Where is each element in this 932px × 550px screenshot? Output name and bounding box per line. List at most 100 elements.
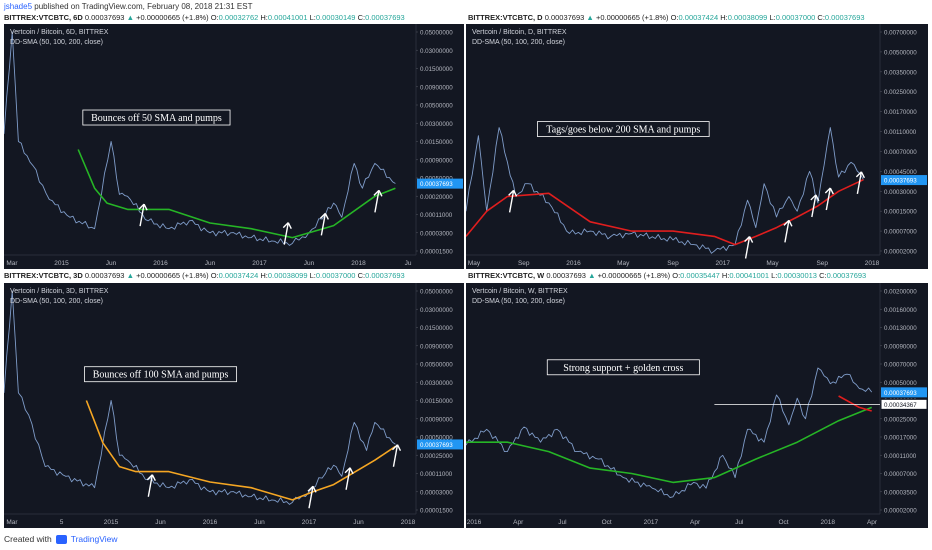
last-price: 0.00037693 bbox=[84, 271, 125, 280]
last-price-marker-label: 0.00037693 bbox=[884, 178, 917, 185]
arrow-head bbox=[319, 212, 329, 220]
y-tick-label: 0.00150000 bbox=[420, 139, 453, 146]
last-price-marker-label: 0.00037693 bbox=[420, 442, 453, 449]
high-value: 0.00038099 bbox=[727, 13, 768, 22]
y-tick-label: 0.00003000 bbox=[420, 230, 453, 237]
x-tick-label: 2015 bbox=[104, 519, 119, 526]
y-tick-label: 0.00030000 bbox=[884, 189, 917, 196]
y-tick-label: 0.00050000 bbox=[420, 435, 453, 442]
x-tick-label: Ju bbox=[405, 260, 412, 267]
x-tick-label: May bbox=[766, 260, 779, 267]
arrow-up-icon bbox=[855, 171, 865, 194]
x-tick-label: 2018 bbox=[865, 260, 880, 267]
y-tick-label: 0.00700000 bbox=[884, 30, 917, 37]
annotation-box[interactable]: Bounces off 50 SMA and pumps bbox=[82, 109, 231, 126]
x-tick-label: Apr bbox=[867, 519, 878, 526]
chart-panel-3d[interactable]: 0.05000000 0.03000000 0.01500000 0.00900000… bbox=[4, 283, 464, 528]
x-tick-label: 5 bbox=[60, 519, 64, 526]
annotation-box[interactable]: Strong support + golden cross bbox=[546, 359, 700, 376]
x-tick-label: 2016 bbox=[467, 519, 482, 526]
y-tick-label: 0.00150000 bbox=[420, 398, 453, 405]
arrow-shaft bbox=[744, 236, 751, 259]
x-tick-label: Jun bbox=[353, 519, 364, 526]
chart-svg[interactable]: 0.00200000 0.00160000 0.00130000 0.00090000… bbox=[466, 283, 928, 528]
x-tick-label: 2017 bbox=[302, 519, 317, 526]
chart-title: Vertcoin / Bitcoin, 6D, BITTREX bbox=[10, 29, 109, 36]
panel-header-6d: BITTREX:VTCBTC, 6D 0.00037693 ▲ +0.00000… bbox=[4, 13, 405, 22]
chart-title: Vertcoin / Bitcoin, 3D, BITTREX bbox=[10, 288, 109, 295]
x-tick-label: May bbox=[468, 260, 481, 267]
close-value: 0.00037693 bbox=[824, 13, 865, 22]
close-value: 0.00037693 bbox=[826, 271, 867, 280]
y-tick-label: 0.00007000 bbox=[884, 471, 917, 478]
arrow-shaft bbox=[856, 171, 863, 194]
arrow-head bbox=[783, 219, 793, 227]
price-line bbox=[466, 127, 864, 254]
open-value: 0.00035447 bbox=[680, 271, 720, 280]
close-value: 0.00037693 bbox=[365, 13, 405, 22]
arrow-shaft bbox=[147, 474, 154, 497]
low-value: 0.00037000 bbox=[315, 271, 356, 280]
chart-panel-6d[interactable]: 0.05000000 0.03000000 0.01500000 0.00900000… bbox=[4, 24, 464, 269]
arrow-head bbox=[138, 203, 148, 211]
chart-title: Vertcoin / Bitcoin, W, BITTREX bbox=[472, 288, 568, 295]
arrow-head bbox=[146, 474, 156, 482]
annotation-border bbox=[537, 121, 710, 137]
y-axis[interactable]: 0.00700000 0.00500000 0.00350000 0.00250000… bbox=[879, 24, 928, 269]
y-tick-label: 0.00500000 bbox=[884, 49, 917, 56]
y-tick-label: 0.00002000 bbox=[884, 249, 917, 256]
x-tick-label: Sep bbox=[816, 260, 828, 267]
low-value: 0.00037000 bbox=[775, 13, 816, 22]
chart-svg[interactable]: 0.05000000 0.03000000 0.01500000 0.00900000… bbox=[4, 24, 464, 269]
annotation-border bbox=[84, 366, 238, 383]
author-link[interactable]: jshade5 bbox=[4, 2, 33, 11]
y-tick-label: 0.00090000 bbox=[420, 416, 453, 423]
x-tick-label: Jun bbox=[304, 260, 315, 267]
y-tick-label: 0.00200000 bbox=[884, 289, 917, 296]
open-value: 0.00037424 bbox=[678, 13, 719, 22]
arrow-up-icon bbox=[307, 485, 317, 509]
chart-svg[interactable]: 0.00700000 0.00500000 0.00350000 0.00250000… bbox=[466, 24, 928, 269]
annotation-box[interactable]: Tags/goes below 200 SMA and pumps bbox=[537, 121, 710, 137]
x-tick-label: 2018 bbox=[401, 519, 416, 526]
chart-panel-d[interactable]: 0.00700000 0.00500000 0.00350000 0.00250000… bbox=[466, 24, 928, 269]
arrow-head bbox=[282, 222, 292, 229]
price-line bbox=[466, 367, 873, 498]
symbol-label: BITTREX:VTCBTC, 3D bbox=[4, 271, 83, 280]
y-tick-label: 0.00160000 bbox=[884, 307, 917, 314]
arrow-up-icon bbox=[138, 203, 148, 227]
y-tick-label: 0.00011000 bbox=[884, 453, 917, 460]
last-price-marker-label: 0.00037693 bbox=[884, 390, 917, 397]
indicator-label: DD-SMA (50, 100, 200, close) bbox=[472, 39, 565, 46]
y-axis[interactable]: 0.05000000 0.03000000 0.01500000 0.00900000… bbox=[415, 24, 464, 269]
arrow-shaft bbox=[508, 190, 515, 213]
y-tick-label: 0.00300000 bbox=[420, 121, 453, 128]
arrow-shaft bbox=[825, 187, 832, 211]
y-axis-bg bbox=[880, 24, 928, 269]
annotation-text: Bounces off 100 SMA and pumps bbox=[93, 370, 229, 381]
y-axis[interactable]: 0.05000000 0.03000000 0.01500000 0.00900000… bbox=[415, 283, 464, 528]
y-tick-label: 0.00900000 bbox=[420, 84, 453, 91]
chart-panel-w[interactable]: 0.00200000 0.00160000 0.00130000 0.00090000… bbox=[466, 283, 928, 528]
high-value: 0.00041001 bbox=[267, 13, 308, 22]
x-tick-label: Oct bbox=[778, 519, 788, 526]
arrow-shaft bbox=[784, 220, 790, 243]
arrow-up-icon bbox=[146, 474, 156, 497]
annotation-box[interactable]: Bounces off 100 SMA and pumps bbox=[84, 366, 238, 383]
sma-line-100 bbox=[85, 400, 396, 501]
arrow-head bbox=[344, 467, 354, 475]
y-tick-label: 0.00500000 bbox=[420, 362, 453, 369]
chart-svg[interactable]: 0.05000000 0.03000000 0.01500000 0.00900000… bbox=[4, 283, 464, 528]
indicator-label: DD-SMA (50, 100, 200, close) bbox=[10, 298, 103, 305]
x-tick-label: 2018 bbox=[351, 260, 366, 267]
arrow-shaft bbox=[345, 467, 351, 490]
y-tick-label: 0.00003500 bbox=[884, 489, 917, 496]
x-tick-label: 2018 bbox=[821, 519, 836, 526]
open-value: 0.00032762 bbox=[218, 13, 259, 22]
y-tick-label: 0.00001500 bbox=[420, 508, 453, 515]
x-tick-label: Jun bbox=[254, 519, 265, 526]
arrow-shaft bbox=[139, 204, 145, 227]
y-tick-label: 0.00011000 bbox=[420, 471, 453, 478]
annotation-border bbox=[82, 109, 231, 126]
tradingview-link[interactable]: TradingView bbox=[70, 534, 118, 544]
